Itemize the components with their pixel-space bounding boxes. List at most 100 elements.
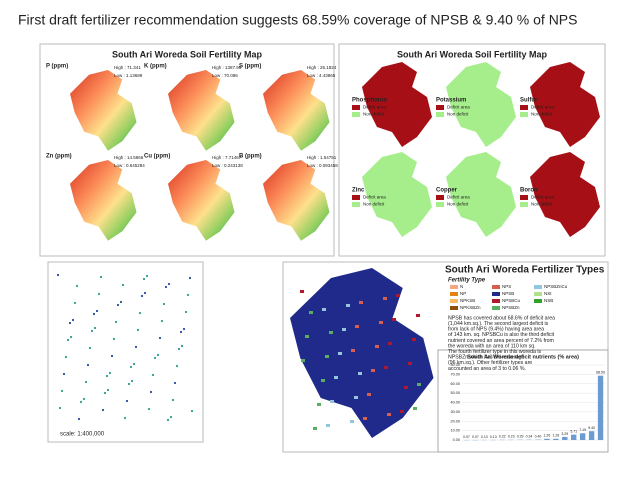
- map-patch: [301, 359, 305, 362]
- map-label: Boron: [520, 188, 538, 194]
- sample-panel: [47, 261, 204, 443]
- bar: [544, 438, 550, 440]
- legend-label: Non deficit: [447, 112, 469, 117]
- sample-point: [142, 277, 146, 281]
- legend-label: NPS: [502, 284, 511, 289]
- sample-point: [166, 418, 170, 422]
- sample-point: [64, 355, 68, 359]
- y-tick-label: 30.00: [450, 410, 460, 414]
- sample-point: [86, 363, 90, 367]
- y-tick-label: 20.00: [450, 419, 460, 423]
- legend-label: Non deficit: [447, 202, 469, 207]
- legend-label: Non deficit: [363, 112, 385, 117]
- map-patch: [300, 290, 304, 293]
- sample-point: [167, 282, 171, 286]
- sample-point: [129, 365, 133, 369]
- sample-point: [79, 400, 83, 404]
- legend-label: NPSB: [502, 291, 514, 296]
- map-patch: [375, 345, 379, 348]
- map-patch: [351, 349, 355, 352]
- sample-point: [108, 371, 112, 375]
- legend-label: Deficit area: [531, 105, 554, 110]
- sample-point: [123, 416, 127, 420]
- map-patch: [321, 379, 325, 382]
- map-label: Zinc: [352, 188, 365, 194]
- map-patch: [346, 304, 350, 307]
- map-patch: [396, 294, 400, 297]
- map-patch: [338, 352, 342, 355]
- high-label: High : 1387.98: [212, 65, 242, 70]
- description-line: (1,044 km.sq.). The second largest defic…: [448, 321, 549, 327]
- sample-point: [101, 408, 105, 412]
- sample-point: [134, 345, 138, 349]
- sample-point: [77, 417, 81, 421]
- legend-title: Fertility Type: [448, 278, 486, 284]
- legend-swatch: [534, 285, 542, 289]
- value-label: 1.29: [552, 434, 559, 438]
- sample-point: [99, 275, 103, 279]
- sample-point: [60, 389, 64, 393]
- map-patch: [329, 331, 333, 334]
- sample-point: [130, 379, 134, 383]
- map-patch: [359, 301, 363, 304]
- legend-swatch: [352, 202, 360, 207]
- map-label: S (ppm): [239, 64, 261, 70]
- map-patch: [350, 420, 354, 423]
- legend-swatch: [520, 202, 528, 207]
- sample-point: [188, 276, 192, 280]
- y-tick-label: 80.00: [450, 363, 460, 367]
- map-patch: [416, 314, 420, 317]
- legend-swatch: [436, 112, 444, 117]
- sample-point: [112, 337, 116, 341]
- legend-swatch: [450, 299, 458, 303]
- sample-point: [110, 354, 114, 358]
- legend-label: NPKSB: [460, 298, 475, 303]
- value-label: 0.07: [472, 435, 479, 439]
- legend-label: NSt: [544, 291, 552, 296]
- scale-label: scale: 1:400,000: [60, 432, 105, 438]
- legend-swatch: [436, 105, 444, 110]
- legend-label: NPSBCu: [502, 298, 521, 303]
- legend-swatch: [352, 112, 360, 117]
- sample-point: [145, 274, 149, 278]
- bar: [588, 431, 595, 440]
- map-patch: [354, 396, 358, 399]
- legend-label: Non deficit: [531, 202, 553, 207]
- sample-point: [177, 347, 181, 351]
- bar: [597, 375, 604, 440]
- sample-point: [173, 381, 177, 385]
- legend-swatch: [450, 306, 458, 310]
- map-label: Zn (ppm): [46, 154, 72, 160]
- legend-swatch: [492, 292, 500, 296]
- map-patch: [313, 427, 317, 430]
- value-label: 9.40: [588, 426, 595, 430]
- map-patch: [367, 393, 371, 396]
- map-patch: [387, 413, 391, 416]
- map-patch: [334, 376, 338, 379]
- sample-point: [62, 372, 66, 376]
- sample-point: [179, 330, 183, 334]
- sample-point: [127, 382, 131, 386]
- high-label: High : 71.341: [114, 65, 141, 70]
- y-tick-label: 60.00: [450, 382, 460, 386]
- sample-point: [82, 397, 86, 401]
- legend-swatch: [492, 285, 500, 289]
- sample-point: [105, 374, 109, 378]
- map-patch: [305, 335, 309, 338]
- sample-point: [93, 326, 97, 330]
- map-patch: [417, 383, 421, 386]
- sample-point: [180, 344, 184, 348]
- map-label: B (ppm): [239, 154, 262, 160]
- legend-swatch: [352, 105, 360, 110]
- description-line: nutrient covered an area percent of 7.2%…: [448, 338, 554, 344]
- map-patch: [371, 369, 375, 372]
- panel-title: South Ari Woreda Soil Fertility Map: [112, 49, 263, 59]
- legend-label: NP: [460, 291, 466, 296]
- sample-point: [90, 329, 94, 333]
- map-patch: [412, 338, 416, 341]
- sample-point: [71, 318, 75, 322]
- map-label: K (ppm): [144, 64, 167, 70]
- legend-label: Deficit area: [363, 195, 386, 200]
- bar: [553, 438, 559, 440]
- y-tick-label: 50.00: [450, 391, 460, 395]
